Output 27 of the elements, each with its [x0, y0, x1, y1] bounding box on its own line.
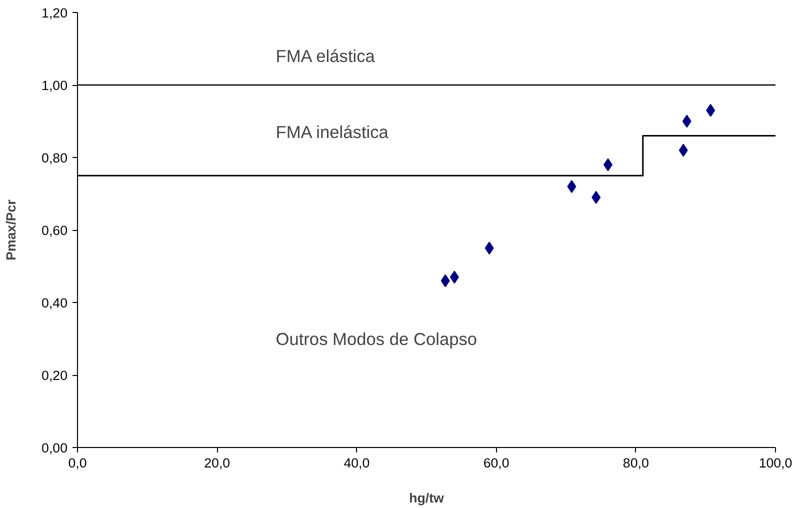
point: [567, 180, 576, 193]
y-tick-label: 0,40: [42, 296, 68, 310]
point: [682, 114, 692, 128]
point: [603, 158, 612, 172]
y-axis-title: Pmax/Pcr: [4, 200, 19, 260]
x-tick-label: 60,0: [483, 456, 510, 470]
point: [706, 104, 716, 117]
y-tick-label: 0,60: [42, 223, 68, 238]
point: [484, 242, 494, 255]
y-tick-label: 1,00: [42, 78, 68, 93]
annotation: FMA inelástica: [276, 122, 389, 142]
x-tick-label: 40,0: [344, 456, 370, 470]
point: [440, 274, 450, 288]
x-axis-title: hg/tw: [409, 490, 445, 506]
point: [450, 270, 459, 284]
y-tick-label: 1,20: [42, 6, 68, 20]
y-tick-label: 0,20: [42, 368, 68, 383]
x-tick-label: 80,0: [622, 456, 649, 470]
point: [592, 190, 601, 204]
x-tick-label: 100,0: [758, 456, 792, 470]
annotation: FMA elástica: [276, 46, 376, 66]
y-tick-label: 0,80: [42, 150, 68, 166]
point: [678, 144, 688, 157]
x-tick-label: 20,0: [204, 456, 230, 470]
annotation: Outros Modos de Colapso: [276, 328, 478, 349]
x-tick-label: 0,0: [68, 456, 87, 470]
y-tick-label: 0,00: [42, 440, 68, 456]
